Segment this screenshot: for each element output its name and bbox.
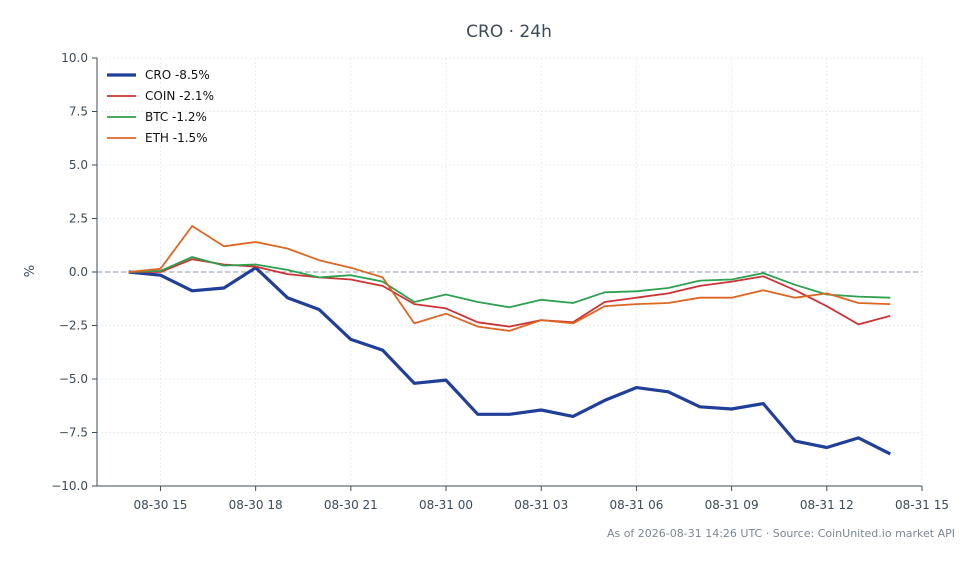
x-tick-label: 08-30 15 bbox=[133, 498, 187, 512]
x-tick-label: 08-31 15 bbox=[895, 498, 949, 512]
y-tick-label: 10.0 bbox=[61, 51, 88, 65]
legend-label: ETH -1.5% bbox=[145, 131, 208, 145]
legend: CRO -8.5% COIN -2.1% BTC -1.2% ETH -1.5% bbox=[107, 68, 214, 145]
legend-label: BTC -1.2% bbox=[145, 110, 207, 124]
axes: 10.0 7.5 5.0 2.5 0.0 −2.5 −5.0 −7.5 −10.0 08-30 1… bbox=[51, 51, 949, 512]
x-tick-label: 08-31 06 bbox=[609, 498, 663, 512]
y-axis-label: % bbox=[23, 265, 38, 277]
series-line-coin bbox=[128, 258, 891, 328]
x-tick-label: 08-31 00 bbox=[419, 498, 473, 512]
series-lines bbox=[128, 225, 892, 456]
y-tick-label: −10.0 bbox=[51, 479, 88, 493]
chart-title: CRO · 24h bbox=[466, 22, 552, 42]
series-line-btc bbox=[128, 256, 891, 309]
y-tick-label: −2.5 bbox=[59, 319, 88, 333]
y-tick-label: −5.0 bbox=[59, 372, 88, 386]
x-tick-label: 08-31 12 bbox=[800, 498, 854, 512]
x-tick-label: 08-31 03 bbox=[514, 498, 568, 512]
y-tick-label: −7.5 bbox=[59, 426, 88, 440]
y-tick-label: 7.5 bbox=[69, 105, 88, 119]
x-tick-label: 08-30 21 bbox=[324, 498, 378, 512]
footer-source: As of 2026-08-31 14:26 UTC · Source: Coi… bbox=[607, 527, 955, 540]
series-line-cro bbox=[128, 266, 892, 456]
y-tick-label: 5.0 bbox=[69, 158, 88, 172]
x-tick-label: 08-30 18 bbox=[229, 498, 283, 512]
legend-label: CRO -8.5% bbox=[145, 68, 210, 82]
y-tick-label: 2.5 bbox=[69, 212, 88, 226]
series-line-eth bbox=[128, 225, 891, 332]
legend-label: COIN -2.1% bbox=[145, 89, 214, 103]
y-tick-label: 0.0 bbox=[69, 265, 88, 279]
x-tick-label: 08-31 09 bbox=[705, 498, 759, 512]
